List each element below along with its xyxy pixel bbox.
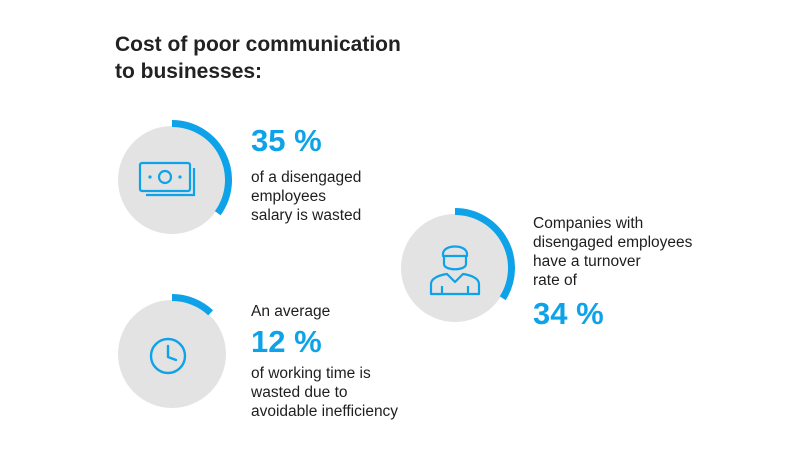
progress-ring-salary: [112, 120, 232, 240]
stat-value-turnover: 34 %: [533, 296, 604, 331]
stat-description-turnover: Companies with disengaged employees have…: [533, 214, 692, 290]
progress-arc: [454, 208, 515, 301]
desc-line: salary is wasted: [251, 207, 362, 224]
stat-description-working-time: of working time is wasted due to avoidab…: [251, 364, 398, 421]
desc-line: avoidable inefficiency: [251, 403, 399, 420]
stat-value-salary: 35 %: [251, 123, 322, 158]
desc-line: have a turnover: [533, 253, 641, 270]
clock-icon: [148, 336, 188, 381]
progress-ring-turnover: [395, 208, 515, 328]
desc-line: of a disengaged: [251, 169, 362, 186]
title-line-1: Cost of poor communication: [115, 33, 401, 56]
ring-background: [118, 126, 226, 234]
money-icon: [138, 161, 202, 206]
desc-line: employees: [251, 188, 326, 205]
progress-arc: [171, 120, 232, 216]
title-line-2: to businesses:: [115, 60, 263, 83]
progress-arc: [171, 294, 214, 316]
desc-line: wasted due to: [251, 384, 348, 401]
progress-ring-working-time: [112, 294, 232, 414]
page-title: Cost of poor communication to businesses…: [115, 31, 445, 85]
stat-pre-text-working-time: An average: [251, 303, 331, 320]
ring-background: [401, 214, 509, 322]
stat-value-working-time: 12 %: [251, 324, 322, 359]
employee-icon: [428, 238, 482, 303]
desc-line: of working time is: [251, 365, 371, 382]
desc-line: rate of: [533, 272, 577, 289]
stat-description-salary: of a disengaged employees salary is wast…: [251, 168, 361, 225]
desc-line: disengaged employees: [533, 234, 693, 251]
ring-background: [118, 300, 226, 408]
desc-line: Companies with: [533, 215, 644, 232]
